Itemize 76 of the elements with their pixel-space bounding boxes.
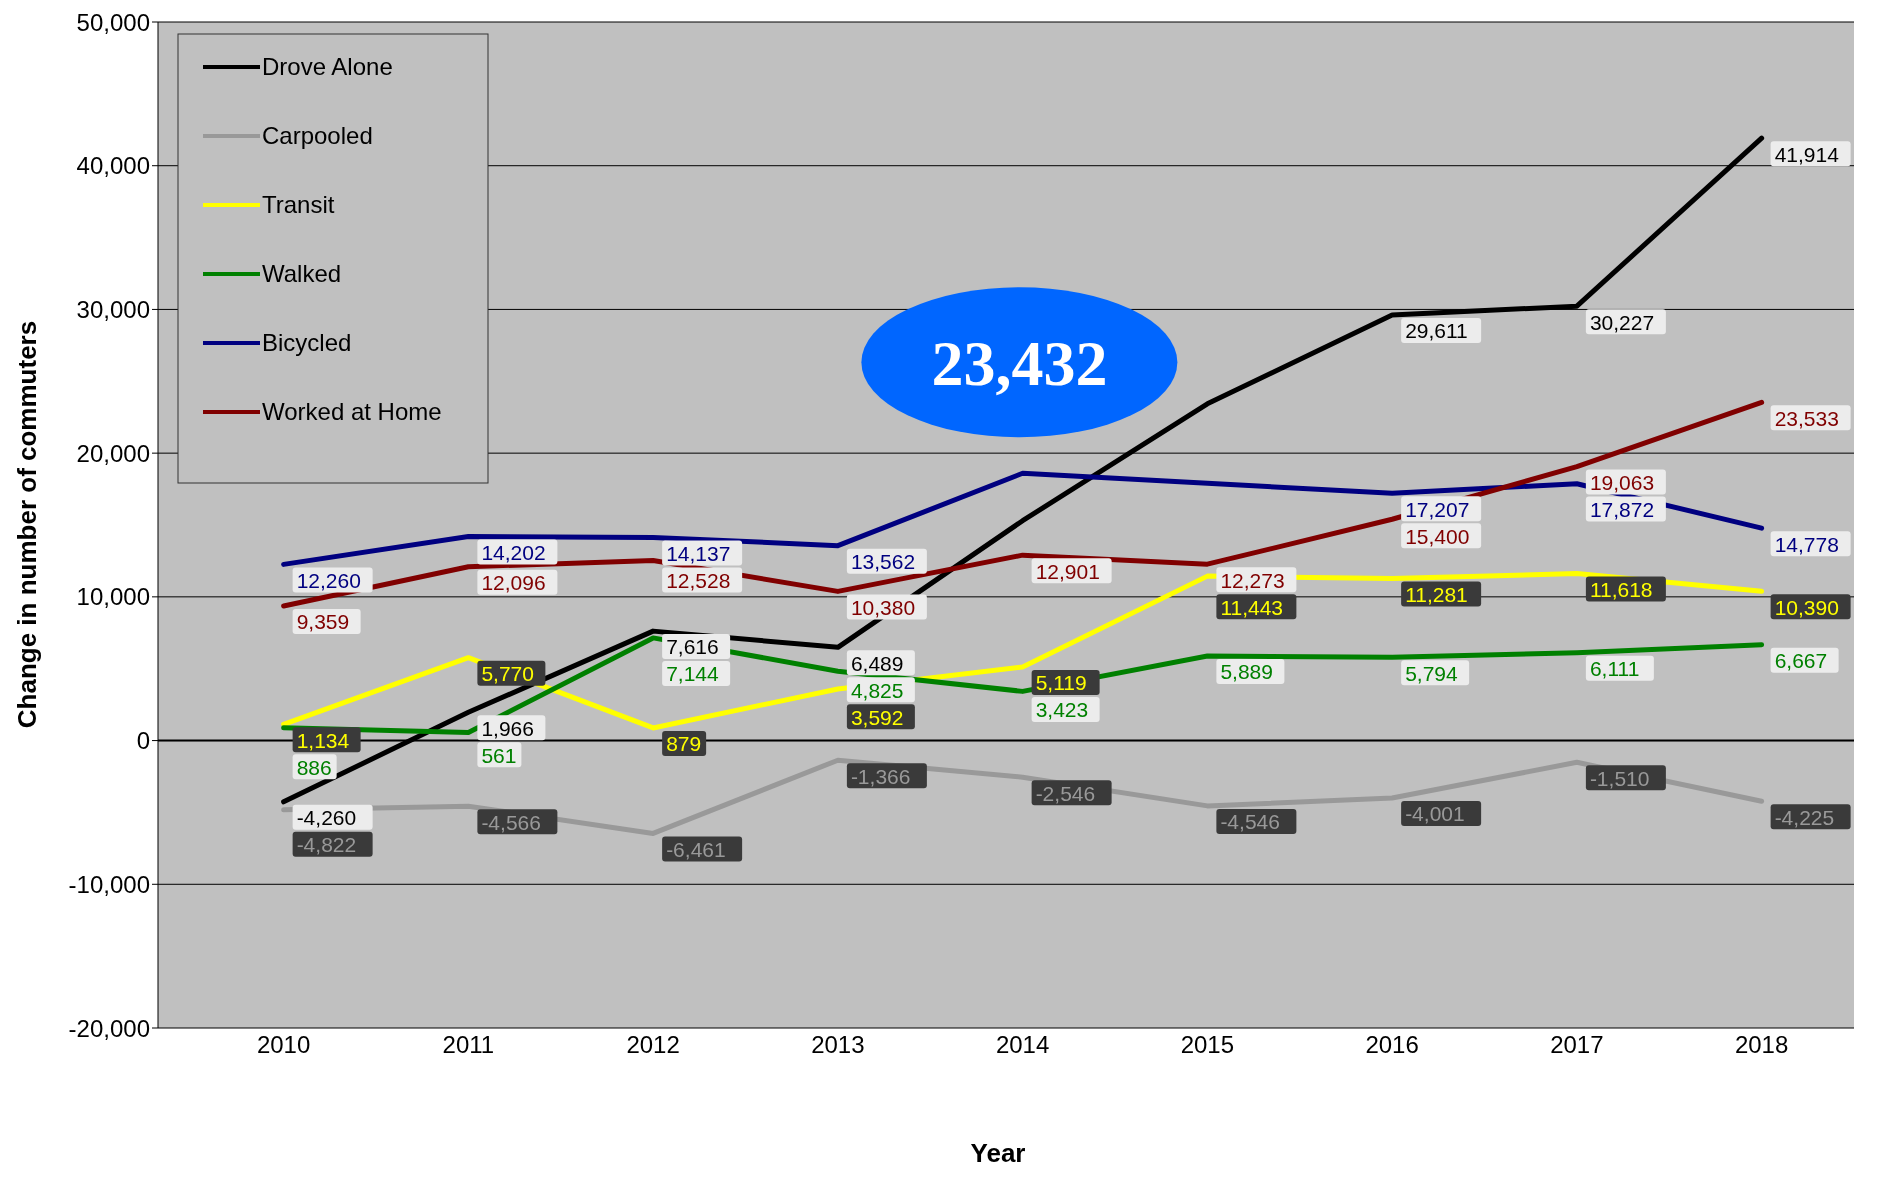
legend-label: Transit <box>262 191 335 219</box>
x-tick-label: 2012 <box>626 1031 680 1059</box>
data-label: 6,489 <box>850 651 904 675</box>
x-tick-label: 2015 <box>1180 1031 1235 1059</box>
data-label: 17,872 <box>1589 497 1655 521</box>
data-label: 10,380 <box>850 595 916 619</box>
data-label: -1,366 <box>850 764 911 788</box>
legend-label: Bicycled <box>262 329 352 357</box>
data-label: 12,528 <box>666 568 731 592</box>
data-label: 5,119 <box>1035 671 1087 695</box>
data-label: 15,400 <box>1405 524 1470 548</box>
data-label: 5,889 <box>1220 660 1273 684</box>
data-label: 30,227 <box>1589 310 1655 334</box>
legend-label: Worked at Home <box>262 398 442 426</box>
data-label: 11,281 <box>1405 582 1468 606</box>
data-label: -4,822 <box>296 833 357 857</box>
data-label: 14,778 <box>1774 532 1839 556</box>
x-tick-label: 2010 <box>256 1031 311 1059</box>
annotation: 23,432 <box>931 327 1108 399</box>
data-label: 4,825 <box>850 678 904 702</box>
data-label: 12,096 <box>481 571 546 595</box>
y-tick-label: 10,000 <box>76 583 150 611</box>
data-label: 12,260 <box>296 568 361 592</box>
y-axis-title: Change in number of commuters <box>12 320 44 729</box>
data-label: 561 <box>481 743 517 767</box>
data-label: 3,592 <box>850 705 904 729</box>
y-tick-label: 20,000 <box>76 439 150 467</box>
y-tick-label: 0 <box>136 727 150 755</box>
data-label: 7,144 <box>666 662 719 686</box>
data-label: -4,546 <box>1220 810 1280 834</box>
data-label: 17,207 <box>1405 497 1470 521</box>
data-label: -4,001 <box>1405 802 1465 826</box>
data-label: 1,966 <box>481 716 534 740</box>
data-label: -2,546 <box>1035 781 1096 805</box>
data-label: 23,533 <box>1774 406 1839 430</box>
data-label: 29,611 <box>1405 319 1468 343</box>
data-label: 6,667 <box>1774 649 1828 673</box>
data-label: 41,914 <box>1774 142 1840 166</box>
data-label: 12,273 <box>1220 568 1285 592</box>
data-label: 9,359 <box>296 610 350 634</box>
y-tick-label: -20,000 <box>68 1014 150 1042</box>
data-label: -4,260 <box>296 806 357 830</box>
y-tick-label: -10,000 <box>68 870 150 898</box>
data-label: -4,566 <box>481 810 541 834</box>
data-label: 12,901 <box>1035 559 1100 583</box>
x-tick-label: 2013 <box>811 1031 865 1059</box>
data-label: -1,510 <box>1589 766 1650 790</box>
legend-label: Drove Alone <box>262 53 393 81</box>
x-tick-label: 2018 <box>1734 1031 1789 1059</box>
data-label: 11,443 <box>1220 595 1284 619</box>
data-label: 11,618 <box>1589 577 1653 601</box>
x-tick-label: 2011 <box>442 1031 495 1059</box>
x-tick-label: 2017 <box>1550 1031 1604 1059</box>
data-label: 6,111 <box>1589 657 1640 681</box>
data-label: 5,794 <box>1405 661 1458 685</box>
data-label: 13,562 <box>850 550 916 574</box>
data-label: 3,423 <box>1035 698 1089 722</box>
x-tick-label: 2016 <box>1365 1031 1419 1059</box>
data-label: 5,770 <box>481 662 534 685</box>
data-label: 879 <box>666 732 702 756</box>
data-label: 14,137 <box>666 541 731 565</box>
legend-label: Walked <box>262 260 342 288</box>
data-label: 10,390 <box>1774 595 1839 619</box>
data-label: 886 <box>296 755 332 779</box>
data-label: 7,616 <box>666 635 719 659</box>
data-label: 14,202 <box>481 540 546 564</box>
x-tick-label: 2014 <box>995 1031 1050 1059</box>
y-tick-label: 40,000 <box>76 152 150 180</box>
data-label: -4,225 <box>1774 805 1835 829</box>
legend-label: Carpooled <box>262 122 373 150</box>
data-label: 19,063 <box>1589 470 1655 494</box>
y-tick-label: 30,000 <box>76 295 150 323</box>
x-axis-title: Year <box>969 1138 1027 1169</box>
y-tick-label: 50,000 <box>76 8 150 36</box>
data-label: -6,461 <box>666 837 726 861</box>
data-label: 1,134 <box>296 728 350 752</box>
